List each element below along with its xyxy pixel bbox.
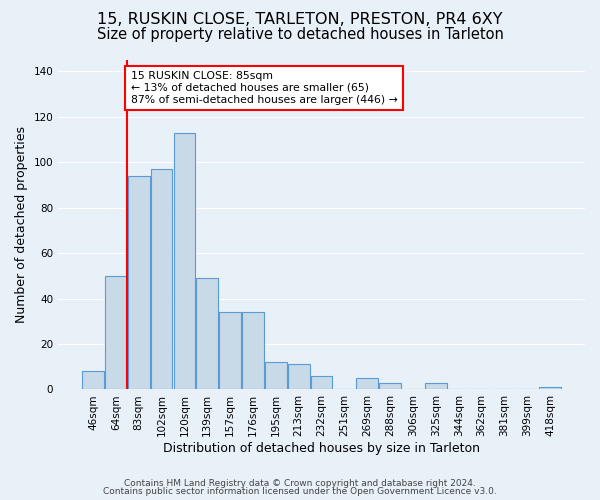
- Bar: [151, 169, 172, 390]
- Y-axis label: Number of detached properties: Number of detached properties: [15, 126, 28, 323]
- Bar: [242, 312, 264, 390]
- Bar: [173, 132, 195, 390]
- Bar: [379, 382, 401, 390]
- Bar: [425, 382, 447, 390]
- Text: 15 RUSKIN CLOSE: 85sqm
← 13% of detached houses are smaller (65)
87% of semi-det: 15 RUSKIN CLOSE: 85sqm ← 13% of detached…: [131, 72, 397, 104]
- Bar: [265, 362, 287, 390]
- Bar: [356, 378, 378, 390]
- Text: 15, RUSKIN CLOSE, TARLETON, PRESTON, PR4 6XY: 15, RUSKIN CLOSE, TARLETON, PRESTON, PR4…: [97, 12, 503, 28]
- Bar: [219, 312, 241, 390]
- Bar: [196, 278, 218, 390]
- Bar: [539, 387, 561, 390]
- X-axis label: Distribution of detached houses by size in Tarleton: Distribution of detached houses by size …: [163, 442, 480, 455]
- Text: Contains HM Land Registry data © Crown copyright and database right 2024.: Contains HM Land Registry data © Crown c…: [124, 478, 476, 488]
- Bar: [105, 276, 127, 390]
- Bar: [128, 176, 149, 390]
- Text: Size of property relative to detached houses in Tarleton: Size of property relative to detached ho…: [97, 28, 503, 42]
- Bar: [82, 372, 104, 390]
- Text: Contains public sector information licensed under the Open Government Licence v3: Contains public sector information licen…: [103, 487, 497, 496]
- Bar: [311, 376, 332, 390]
- Bar: [288, 364, 310, 390]
